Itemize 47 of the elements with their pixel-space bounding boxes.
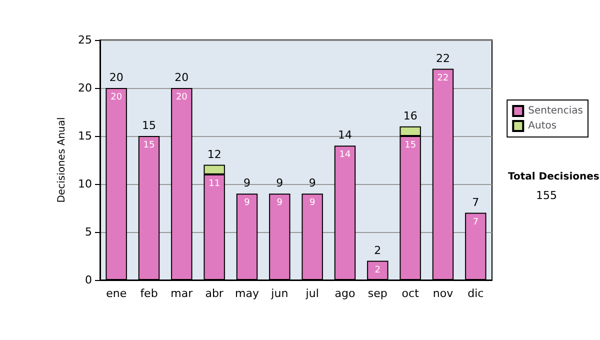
total-label: 9: [276, 176, 284, 190]
data-label: 11: [208, 178, 220, 189]
x-tick-label: nov: [432, 287, 454, 300]
total-label: 9: [308, 176, 316, 190]
total-label: 15: [142, 119, 156, 132]
x-tick-label: dic: [468, 287, 484, 300]
y-axis-title: Decisiones Anual: [56, 117, 68, 203]
data-label: 9: [244, 198, 250, 208]
data-label: 9: [276, 198, 283, 208]
x-tick-label: mar: [170, 287, 194, 300]
y-tick-label: 15: [78, 130, 92, 142]
data-label: 15: [404, 140, 416, 150]
text: 155: [536, 189, 557, 202]
text: Total Decisiones: [508, 172, 600, 182]
y-tick-label: 25: [78, 34, 92, 46]
y-tick-label: 20: [78, 82, 92, 94]
total-label: 16: [403, 109, 418, 122]
data-label: 22: [437, 73, 449, 84]
total-label: 9: [244, 176, 250, 190]
total-label: 20: [174, 71, 189, 84]
total-label: 12: [207, 148, 222, 161]
y-tick-label: 10: [78, 178, 92, 190]
y-tick-label: 5: [85, 226, 92, 238]
x-tick-label: jul: [304, 287, 319, 300]
data-label: 20: [176, 92, 188, 102]
x-tick-label: oct: [402, 287, 420, 300]
x-tick-label: ene: [106, 287, 127, 300]
x-tick-label: ago: [334, 287, 356, 300]
data-label: 9: [309, 198, 316, 208]
data-label: 20: [110, 92, 122, 102]
x-tick-label: sep: [368, 287, 388, 300]
total-label: 2: [374, 244, 382, 257]
total-label: 22: [436, 52, 450, 65]
data-label: 14: [339, 150, 351, 160]
y-tick-label: 0: [85, 274, 92, 286]
total-label: 7: [472, 196, 480, 209]
x-tick-label: jun: [270, 287, 288, 300]
data-label: 2: [374, 265, 381, 276]
legend-label: Sentencias: [528, 106, 584, 116]
data-label: 7: [472, 217, 479, 228]
x-tick-label: may: [235, 287, 260, 300]
data-label: 15: [143, 140, 155, 150]
x-tick-label: abr: [205, 287, 224, 300]
total-label: 14: [338, 128, 352, 142]
legend-label: Autos: [528, 120, 557, 132]
total-label: 20: [109, 71, 124, 84]
x-tick-label: feb: [140, 287, 158, 300]
